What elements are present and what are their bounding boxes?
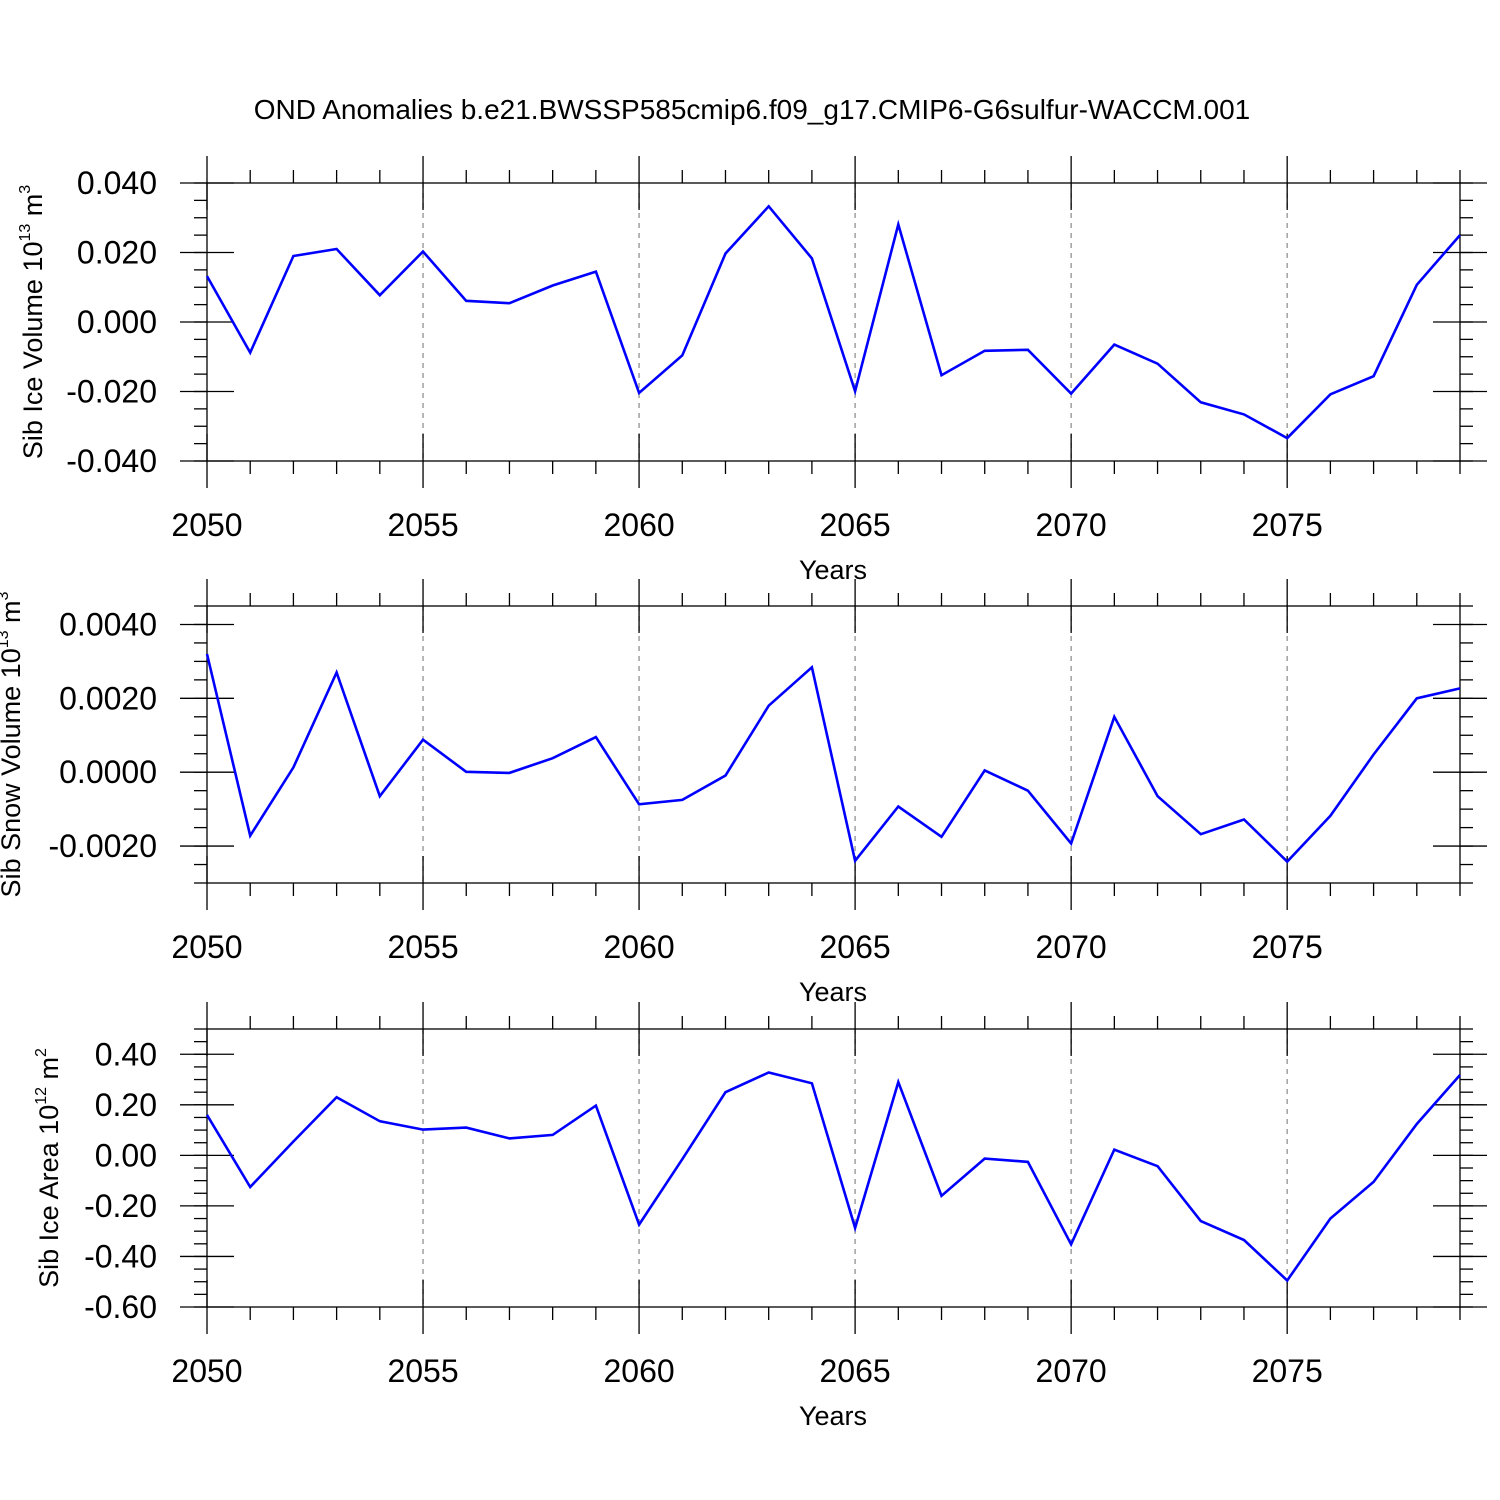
x-tick-label: 2075 — [1252, 1353, 1323, 1389]
y-tick-label: 0.0020 — [59, 680, 157, 716]
y-axis-label: Sib Ice Volume 1013 m3 — [17, 185, 48, 459]
y-label-part: Sib Snow Volume 10 — [0, 648, 26, 897]
x-tick-label: 2065 — [820, 929, 891, 965]
x-axis-label: Years — [799, 1401, 867, 1431]
y-tick-label: 0.000 — [77, 304, 157, 340]
x-axis-label: Years — [799, 555, 867, 585]
x-tick-label: 2050 — [171, 929, 242, 965]
y-tick-label: 0.40 — [95, 1036, 157, 1072]
series-line — [205, 204, 1461, 440]
y-label-superscript: 12 — [33, 1087, 50, 1105]
y-tick-label: 0.0000 — [59, 754, 157, 790]
x-tick-label: 2055 — [387, 1353, 458, 1389]
x-tick-label: 2050 — [171, 507, 242, 543]
x-tick-label: 2065 — [820, 1353, 891, 1389]
x-tick-label: 2055 — [387, 929, 458, 965]
x-tick-label: 2060 — [603, 929, 674, 965]
x-tick-label: 2060 — [603, 507, 674, 543]
x-tick-label: 2065 — [820, 507, 891, 543]
x-tick-label: 2070 — [1036, 1353, 1107, 1389]
series-line — [205, 1071, 1461, 1283]
panel-1: 0.040 0.020 0.000 -0.020 -0.040 2050 2055 2060 2… — [17, 156, 1487, 585]
panel-3: 0.40 0.20 0.00 -0.20 -0.40 -0.60 2050 2055 2060 2… — [33, 1002, 1487, 1431]
figure-title: OND Anomalies b.e21.BWSSP585cmip6.f09_g1… — [254, 94, 1251, 125]
y-axis-label: Sib Ice Area 1012 m2 — [33, 1048, 64, 1288]
x-tick-label: 2075 — [1252, 507, 1323, 543]
y-label-superscript: 2 — [33, 1048, 50, 1057]
x-axis-label: Years — [799, 977, 867, 1007]
y-tick-label: 0.040 — [77, 165, 157, 201]
series-line — [205, 653, 1461, 864]
y-tick-label: 0.0040 — [59, 606, 157, 642]
y-label-part: Sib Ice Area 10 — [34, 1105, 64, 1288]
y-label-part: m — [34, 1057, 64, 1087]
y-tick-label: 0.00 — [95, 1137, 157, 1173]
y-tick-label: -0.040 — [66, 443, 157, 479]
y-label-part: Sib Ice Volume 10 — [18, 242, 48, 460]
panels-container: 0.040 0.020 0.000 -0.020 -0.040 2050 2055 2060 2… — [0, 156, 1487, 1431]
y-tick-label: -0.20 — [84, 1188, 157, 1224]
y-tick-label: 0.020 — [77, 235, 157, 271]
y-tick-label: 0.20 — [95, 1087, 157, 1123]
y-label-superscript: 3 — [0, 591, 12, 600]
x-tick-label: 2055 — [387, 507, 458, 543]
y-axis-label: Sib Snow Volume 1013 m3 — [0, 591, 26, 897]
plot-frame — [206, 605, 1461, 884]
x-tick-label: 2070 — [1036, 929, 1107, 965]
y-tick-label: -0.60 — [84, 1289, 157, 1325]
panel-2: 0.0040 0.0020 0.0000 -0.0020 2050 2055 2060 206… — [0, 579, 1487, 1007]
x-tick-label: 2050 — [171, 1353, 242, 1389]
y-tick-label: -0.40 — [84, 1238, 157, 1274]
y-tick-label: -0.0020 — [48, 828, 157, 864]
y-label-part: m — [0, 600, 26, 630]
y-tick-label: -0.020 — [66, 374, 157, 410]
x-tick-label: 2070 — [1036, 507, 1107, 543]
x-tick-label: 2060 — [603, 1353, 674, 1389]
x-tick-label: 2075 — [1252, 929, 1323, 965]
y-label-superscript: 13 — [0, 630, 12, 648]
y-label-superscript: 3 — [17, 185, 34, 194]
y-label-superscript: 13 — [17, 224, 34, 242]
y-label-part: m — [18, 194, 48, 224]
